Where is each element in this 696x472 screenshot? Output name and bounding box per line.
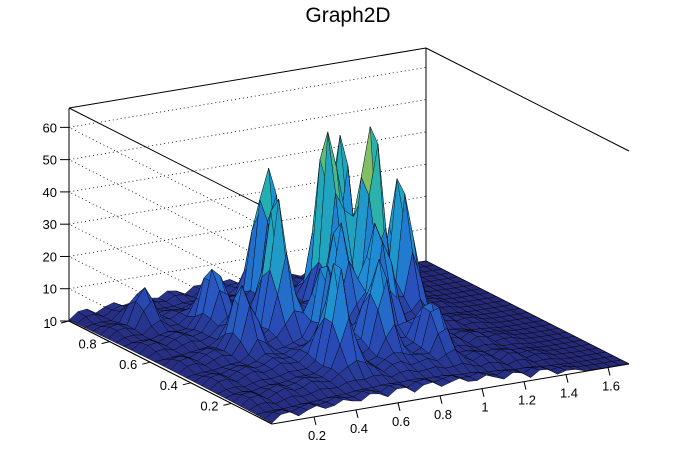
z-tick-label: 60 — [43, 120, 57, 135]
y-axis — [68, 320, 273, 425]
y-tick-mark — [223, 402, 232, 406]
x-tick-label: 0.6 — [392, 414, 410, 429]
x-tick-mark — [397, 402, 401, 411]
chart-title: Graph2D — [305, 4, 391, 27]
z-gridline — [67, 131, 427, 296]
y-tick-label: 1 — [43, 316, 50, 331]
x-tick-label: 0.8 — [434, 407, 452, 422]
z-tick-label: 0 — [50, 314, 57, 329]
z-gridline — [67, 163, 427, 328]
frame-edge — [68, 107, 273, 212]
x-tick-label: 0.2 — [308, 428, 326, 443]
x-tick-mark — [481, 388, 485, 397]
x-tick-mark — [355, 409, 359, 419]
x-tick-label: 1 — [481, 400, 488, 415]
y-tick-mark — [101, 341, 110, 345]
y-tick-label: 0.8 — [79, 337, 97, 352]
x-tick-mark — [523, 381, 527, 390]
plot-frame-front — [68, 108, 630, 425]
x-tick-mark — [439, 395, 443, 404]
z-tick-label: 20 — [43, 249, 57, 264]
z-gridline — [67, 66, 427, 231]
frame-edge — [68, 47, 427, 109]
y-tick-label: 0.2 — [200, 398, 218, 413]
y-tick-mark — [142, 361, 151, 365]
x-axis — [271, 363, 630, 425]
x-tick-label: 1.6 — [602, 379, 620, 394]
z-tick-label: 10 — [43, 282, 57, 297]
y-tick-label: 0.4 — [160, 378, 178, 393]
x-tick-label: 0.4 — [350, 421, 368, 436]
z-gridline — [67, 228, 427, 393]
surface-mesh — [68, 125, 630, 424]
x-tick-mark — [607, 367, 611, 376]
axis-ticks: 0.2 0.4 0.6 0.8 1 1.2 1.4 1.60.20.40.60.81 01020… — [43, 120, 621, 443]
z-tick-label: 50 — [43, 153, 57, 168]
x-tick-mark — [313, 416, 317, 426]
x-tick-label: 1.4 — [560, 386, 578, 401]
z-gridline — [67, 196, 427, 360]
x-tick-mark — [565, 374, 569, 383]
frame-edge — [425, 47, 630, 152]
y-tick-label: 0.6 — [119, 357, 137, 372]
plot-frame-back — [67, 47, 630, 425]
z-gridline — [67, 99, 427, 263]
z-tick-label: 30 — [43, 217, 57, 232]
y-tick-mark — [182, 382, 191, 386]
x-tick-label: 1.2 — [518, 393, 536, 408]
z-tick-label: 40 — [43, 185, 57, 200]
